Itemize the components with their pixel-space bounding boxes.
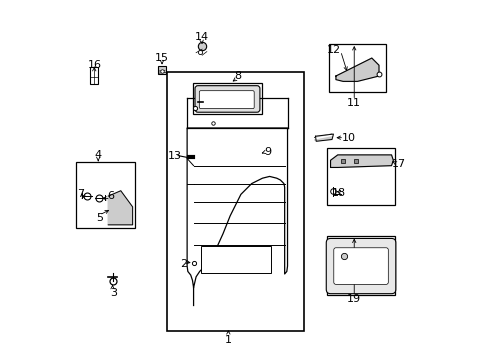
Text: 15: 15 bbox=[155, 53, 169, 63]
Bar bbox=[201, 246, 271, 273]
Text: 8: 8 bbox=[233, 71, 241, 81]
Polygon shape bbox=[108, 191, 132, 225]
Text: 16: 16 bbox=[88, 60, 102, 70]
Text: 11: 11 bbox=[346, 98, 361, 108]
Text: 19: 19 bbox=[346, 294, 361, 304]
Bar bbox=[326, 235, 394, 295]
Text: 7: 7 bbox=[77, 189, 83, 199]
Text: 3: 3 bbox=[110, 288, 117, 298]
Bar bbox=[326, 148, 394, 205]
Polygon shape bbox=[315, 134, 333, 141]
Text: 14: 14 bbox=[194, 32, 208, 41]
Bar bbox=[90, 67, 98, 84]
Text: 6: 6 bbox=[107, 191, 114, 201]
Bar bbox=[167, 72, 303, 330]
Text: 17: 17 bbox=[391, 159, 405, 169]
Text: 13: 13 bbox=[167, 150, 181, 161]
Bar bbox=[76, 162, 135, 228]
Text: 12: 12 bbox=[326, 45, 341, 55]
Polygon shape bbox=[335, 58, 378, 81]
Text: 18: 18 bbox=[331, 188, 345, 198]
Text: 1: 1 bbox=[224, 334, 231, 345]
Bar bbox=[192, 83, 262, 114]
Text: 5: 5 bbox=[96, 213, 102, 222]
Polygon shape bbox=[330, 155, 392, 167]
FancyBboxPatch shape bbox=[325, 238, 395, 294]
Text: 4: 4 bbox=[95, 150, 102, 160]
FancyBboxPatch shape bbox=[195, 86, 260, 112]
FancyBboxPatch shape bbox=[199, 91, 254, 109]
Bar bbox=[328, 44, 386, 92]
FancyBboxPatch shape bbox=[333, 248, 387, 284]
Text: 10: 10 bbox=[341, 133, 355, 143]
Text: 9: 9 bbox=[264, 147, 271, 157]
Text: 2: 2 bbox=[180, 259, 187, 269]
